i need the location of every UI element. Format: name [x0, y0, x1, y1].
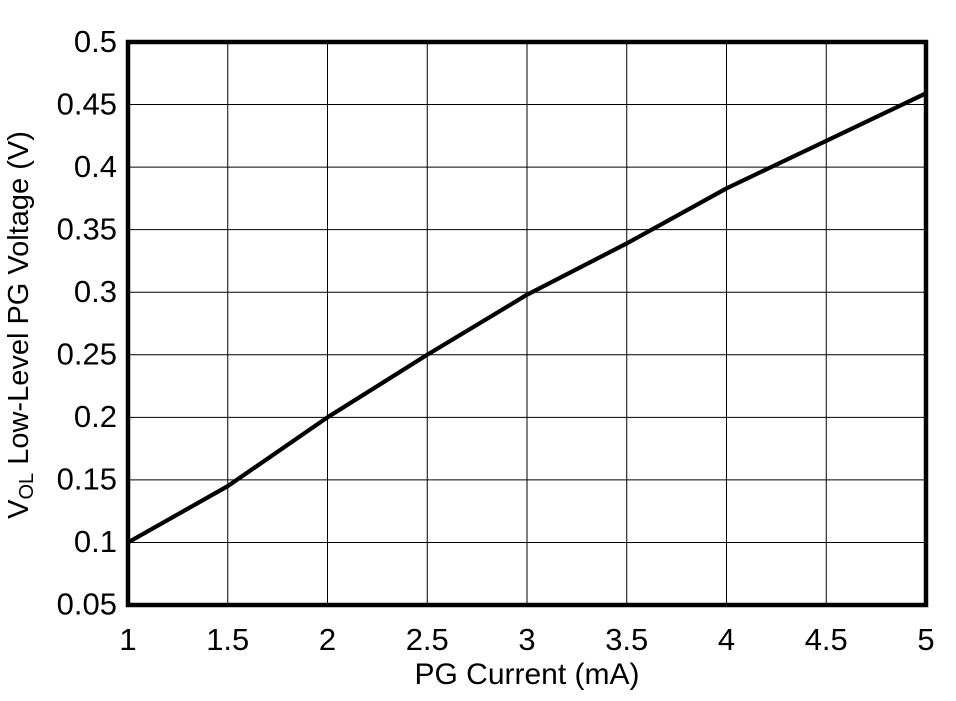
svg-text:2: 2 [319, 622, 336, 657]
svg-text:0.45: 0.45 [57, 87, 117, 122]
svg-text:VOL Low-Level PG Voltage (V): VOL Low-Level PG Voltage (V) [3, 131, 38, 519]
svg-text:0.4: 0.4 [74, 149, 117, 184]
svg-text:0.15: 0.15 [57, 462, 117, 497]
svg-text:0.25: 0.25 [57, 337, 117, 372]
svg-text:5: 5 [917, 622, 934, 657]
svg-text:4.5: 4.5 [805, 622, 848, 657]
svg-text:3: 3 [518, 622, 535, 657]
svg-text:4: 4 [718, 622, 735, 657]
svg-text:PG Current (mA): PG Current (mA) [414, 658, 639, 691]
svg-text:0.35: 0.35 [57, 212, 117, 247]
svg-text:0.05: 0.05 [57, 587, 117, 622]
svg-text:1: 1 [119, 622, 136, 657]
svg-text:0.2: 0.2 [74, 399, 117, 434]
svg-text:0.3: 0.3 [74, 274, 117, 309]
svg-text:3.5: 3.5 [605, 622, 648, 657]
svg-text:1.5: 1.5 [206, 622, 249, 657]
svg-text:0.5: 0.5 [74, 24, 117, 59]
svg-text:0.1: 0.1 [74, 524, 117, 559]
svg-text:2.5: 2.5 [406, 622, 449, 657]
